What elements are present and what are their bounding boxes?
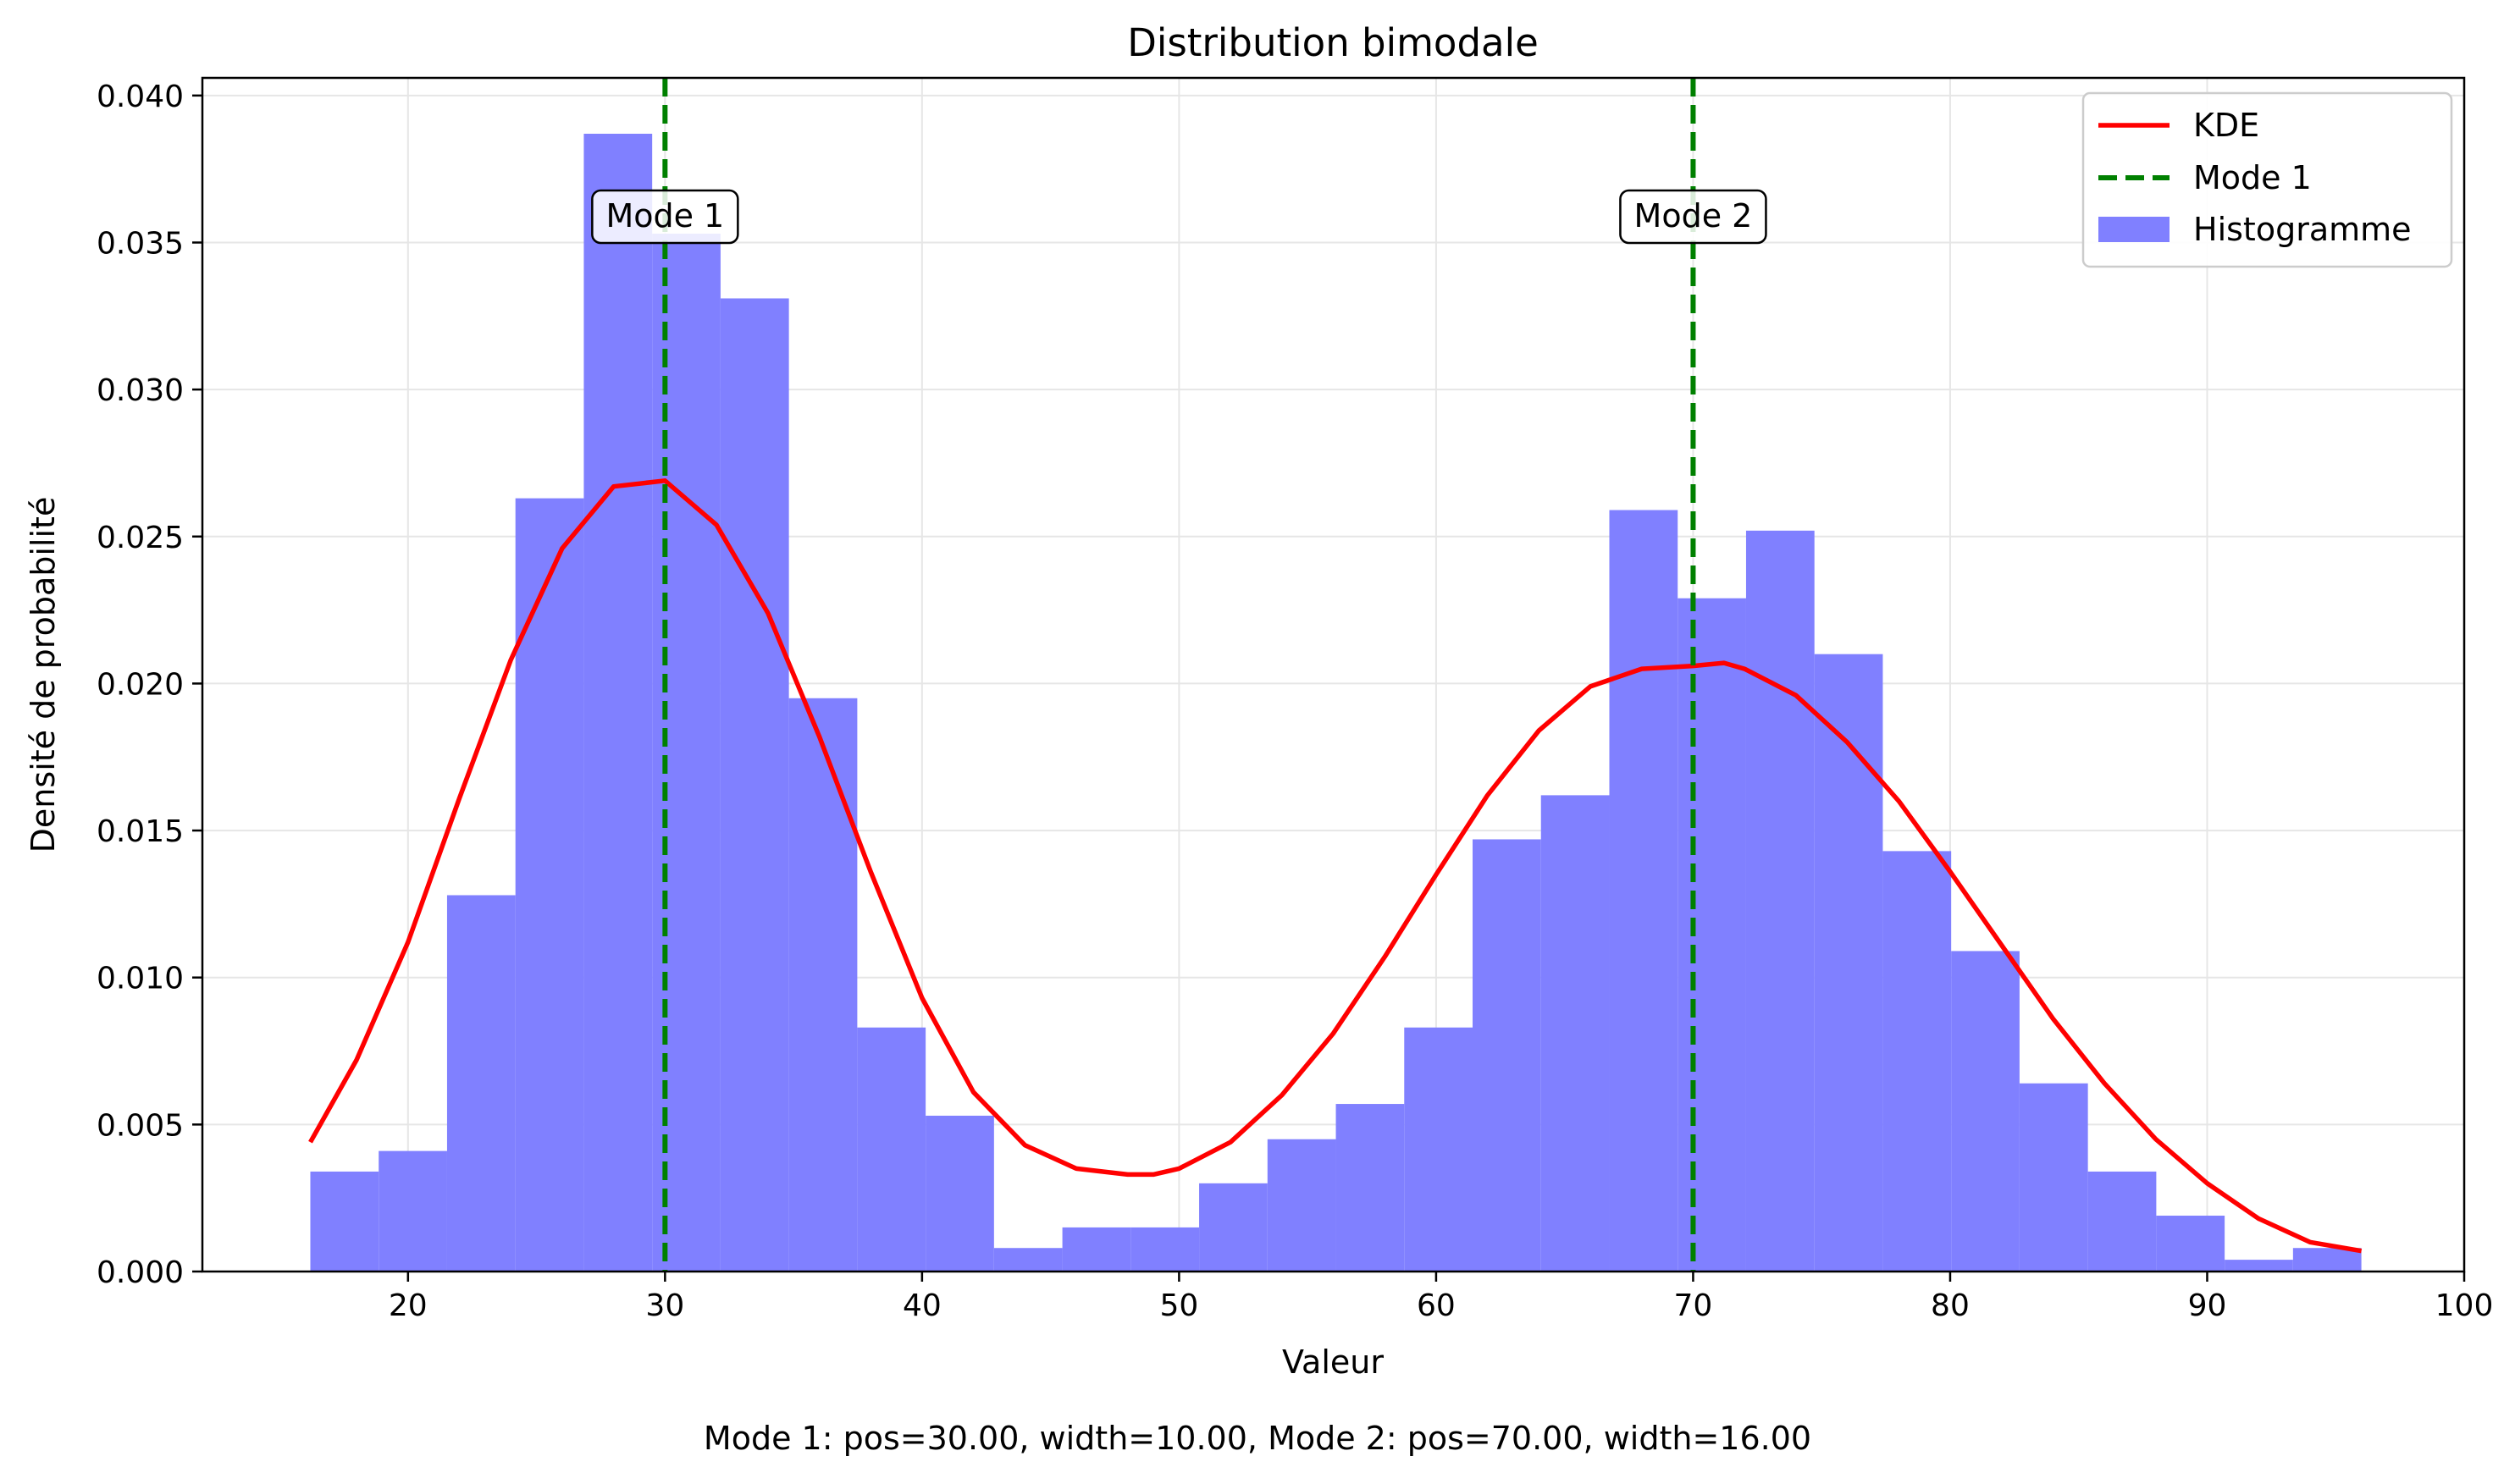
histogram-bar: [1199, 1183, 1268, 1272]
legend-kde-label: KDE: [2193, 107, 2259, 144]
histogram-bar: [652, 234, 721, 1272]
histogram-bar: [2292, 1248, 2362, 1272]
histogram-bar: [1473, 839, 1541, 1272]
mode-label: Mode 1: [605, 197, 724, 234]
histogram-bar: [1745, 530, 1815, 1272]
histogram-bar: [1540, 795, 1610, 1272]
y-tick-label: 0.030: [97, 373, 184, 408]
histogram-bar: [1062, 1227, 1131, 1272]
x-tick-label: 70: [1674, 1288, 1713, 1323]
y-tick-label: 0.040: [97, 80, 184, 114]
y-tick-label: 0.025: [97, 521, 184, 555]
histogram-bar: [1335, 1104, 1405, 1272]
x-tick-label: 90: [2188, 1288, 2227, 1323]
histogram-bar: [2087, 1171, 2157, 1272]
y-tick-label: 0.015: [97, 814, 184, 849]
legend-histogram-label: Histogramme: [2193, 211, 2412, 248]
footnote: Mode 1: pos=30.00, width=10.00, Mode 2: …: [704, 1420, 1811, 1457]
x-tick-label: 30: [645, 1288, 684, 1323]
histogram-bar: [926, 1115, 994, 1272]
plot-frame: [201, 76, 2466, 1273]
histogram-bar: [1130, 1227, 1200, 1272]
x-tick-label: 100: [2435, 1288, 2494, 1323]
histogram-bar: [857, 1027, 926, 1272]
chart-title: Distribution bimodale: [1127, 20, 1539, 65]
histogram-bar: [1609, 510, 1678, 1272]
histogram-bar: [2019, 1083, 2088, 1272]
y-tick-label: 0.020: [97, 667, 184, 702]
x-tick-label: 50: [1159, 1288, 1198, 1323]
histogram-bar: [1814, 654, 1883, 1272]
legend-histogram-swatch: [2098, 217, 2170, 242]
x-tick-label: 60: [1417, 1288, 1456, 1323]
mode-label-box: [591, 189, 739, 245]
histogram-bar: [446, 895, 516, 1272]
histogram-bar: [310, 1171, 379, 1272]
histogram-bar: [1882, 851, 1952, 1272]
histogram-bar: [2225, 1260, 2293, 1272]
legend-mode-label: Mode 1: [2193, 159, 2312, 196]
x-axis-title: Valeur: [1282, 1343, 1384, 1381]
histogram-bar: [720, 298, 789, 1272]
plot-area: Mode 1 Mode 2 20 30 40 50 60 70 80 90 100 0.000 0.00…: [97, 76, 2494, 1323]
histogram-bar: [1267, 1139, 1336, 1272]
x-tick-label: 20: [389, 1288, 428, 1323]
legend-box: [2081, 91, 2453, 268]
mode-label: Mode 2: [1634, 197, 1753, 234]
histogram-bar: [1404, 1027, 1473, 1272]
y-axis-title: Densité de probabilité: [25, 497, 62, 853]
y-tick-label: 0.000: [97, 1255, 184, 1290]
y-tick-label: 0.010: [97, 962, 184, 996]
histogram-bar: [993, 1248, 1063, 1272]
histogram-bar: [583, 133, 653, 1272]
histogram-bar: [1678, 598, 1746, 1272]
kde-line: [308, 478, 2363, 1254]
x-tick-label: 40: [903, 1288, 942, 1323]
mode-label-box: [1619, 189, 1767, 245]
y-tick-label: 0.035: [97, 226, 184, 261]
histogram-bar: [1951, 951, 2020, 1272]
y-tick-label: 0.005: [97, 1108, 184, 1143]
x-tick-label: 80: [1931, 1288, 1970, 1323]
histogram-bar: [379, 1150, 447, 1272]
histogram-bar: [515, 498, 584, 1272]
histogram-bar: [2156, 1216, 2225, 1272]
histogram-bar: [788, 698, 858, 1272]
